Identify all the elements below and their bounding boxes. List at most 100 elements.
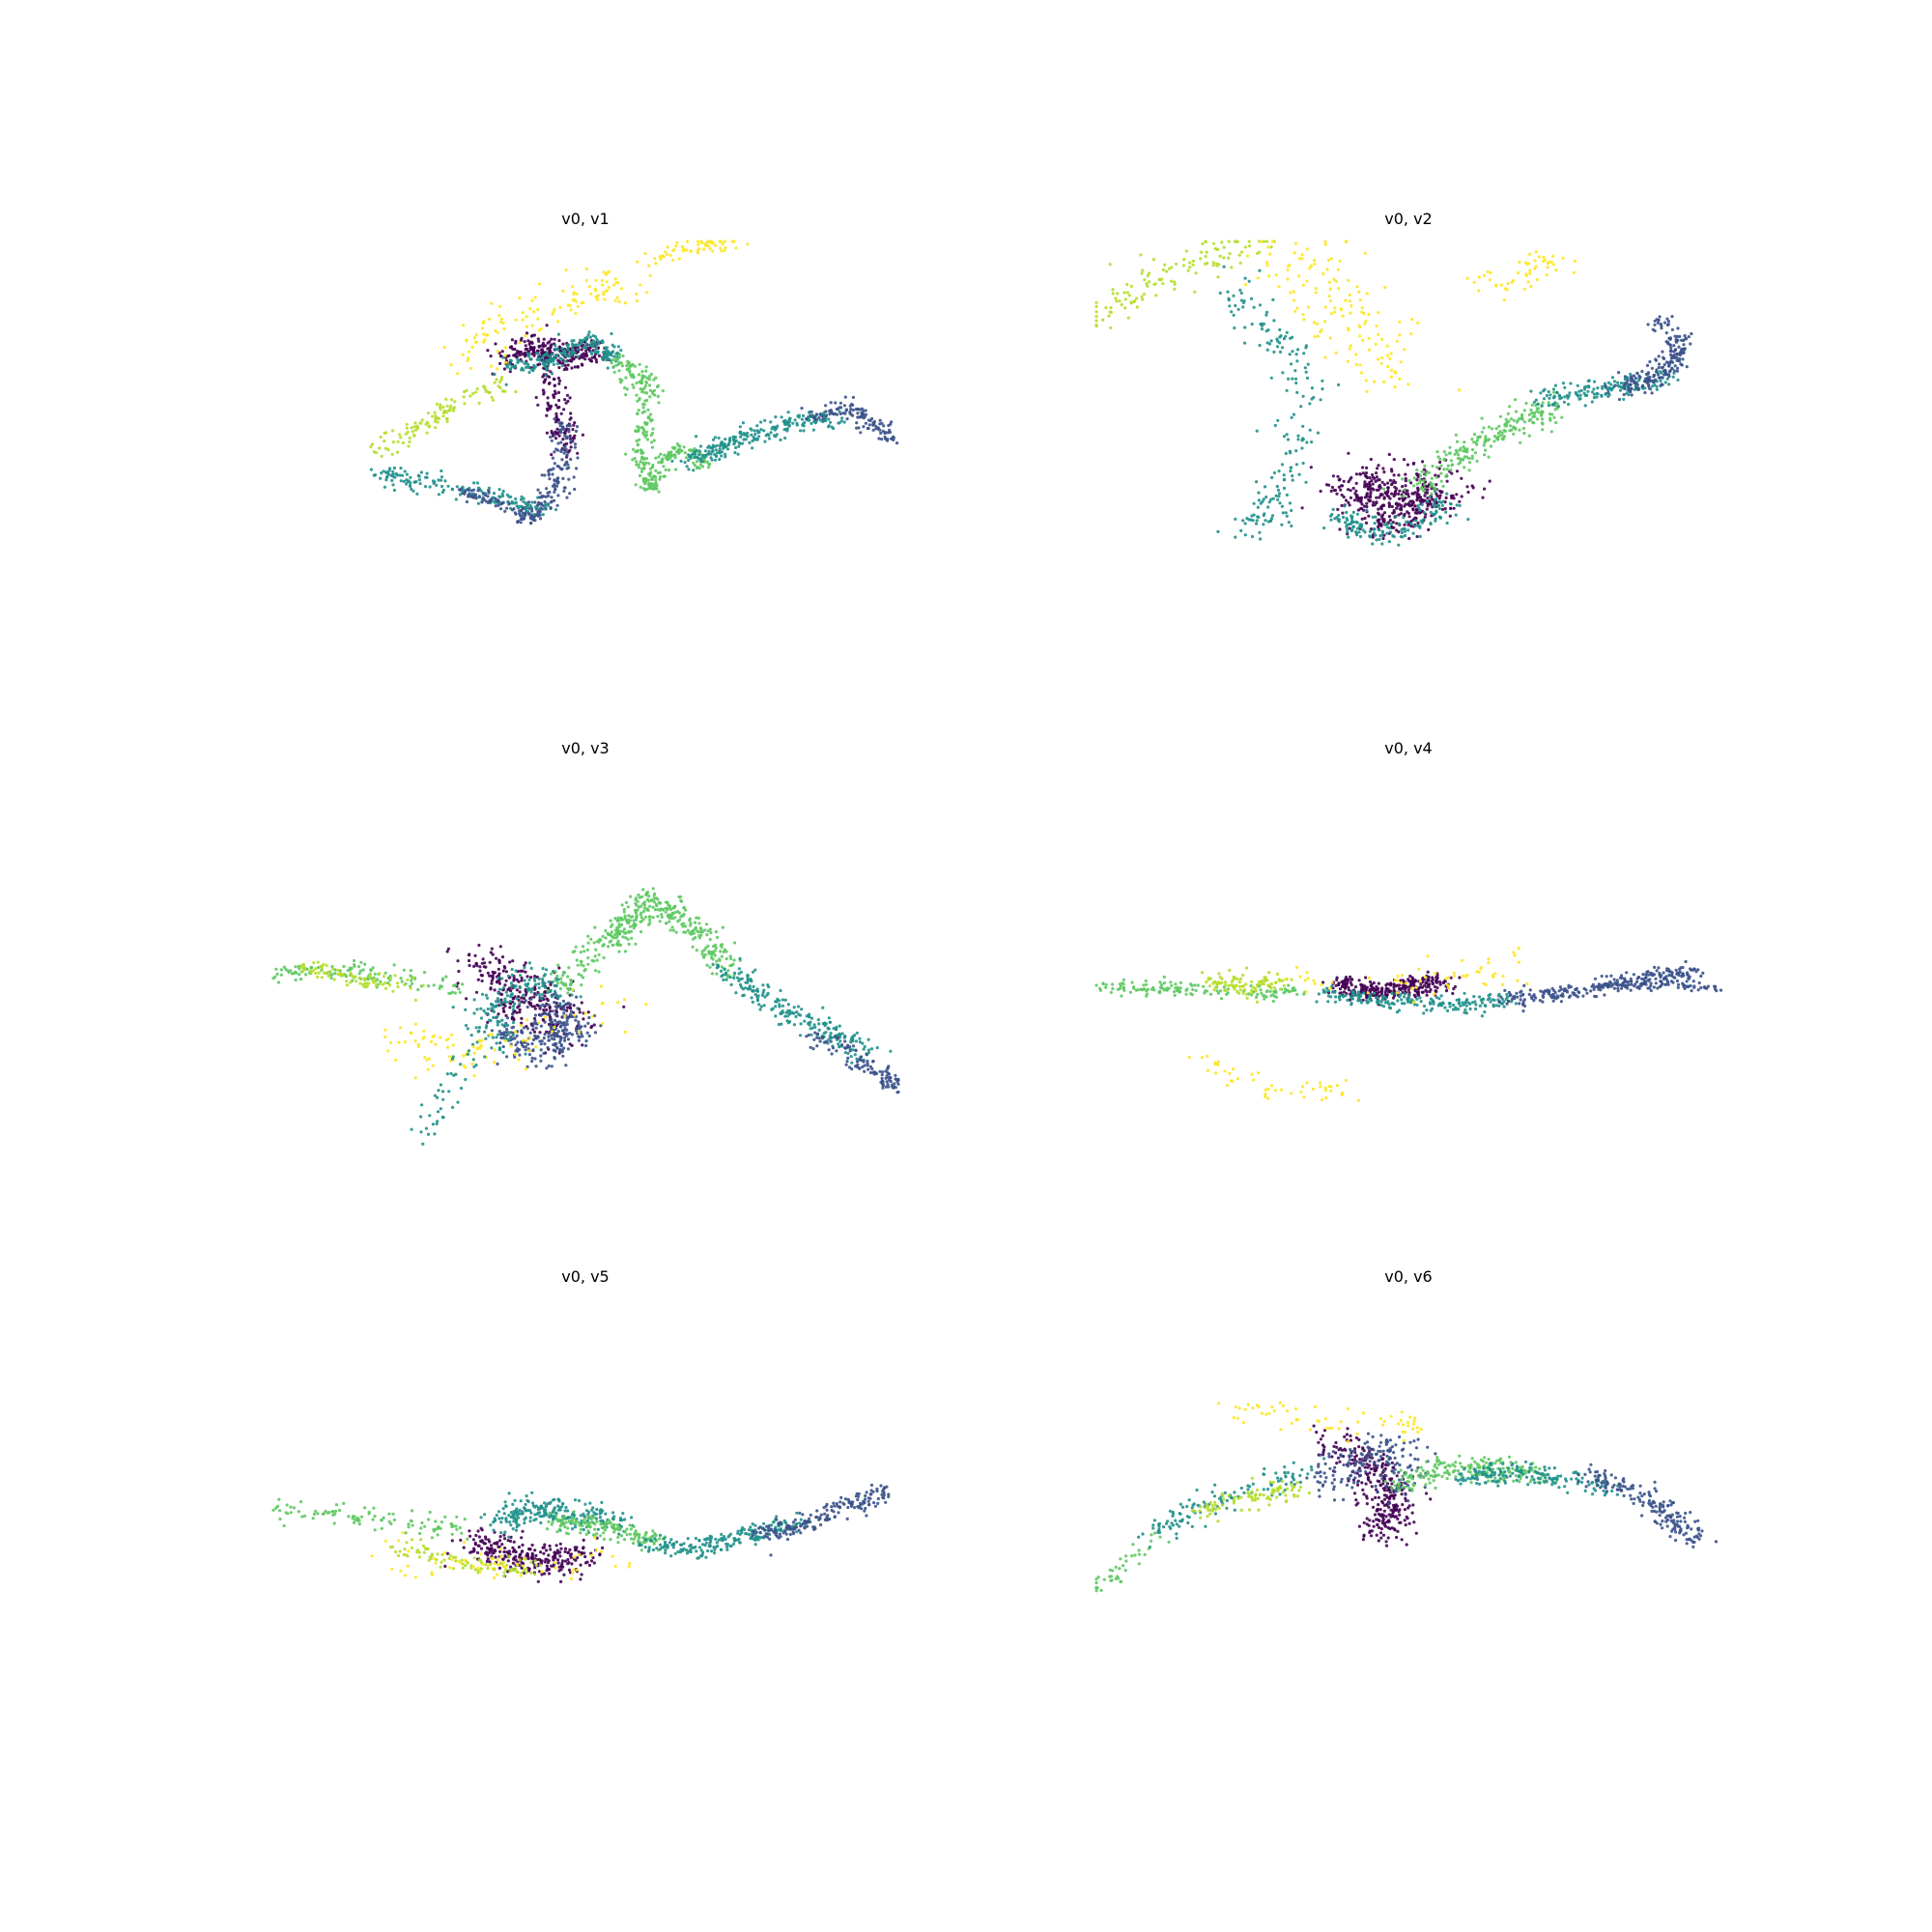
scatter-point: [558, 987, 563, 991]
scatter-point: [543, 990, 547, 994]
scatter-point: [568, 303, 572, 307]
scatter-point: [644, 480, 648, 484]
scatter-point: [753, 992, 757, 997]
scatter-point: [1411, 531, 1415, 535]
scatter-point: [699, 930, 703, 934]
scatter-point: [1668, 337, 1672, 341]
scatter-point: [678, 918, 682, 922]
scatter-point: [1369, 527, 1374, 531]
scatter-point: [1104, 306, 1108, 310]
scatter-point: [677, 895, 681, 899]
scatter-point: [640, 411, 644, 414]
scatter-point: [1313, 334, 1317, 339]
scatter-point: [713, 953, 717, 957]
scatter-point: [594, 347, 598, 351]
scatter-point: [564, 359, 568, 363]
scatter-point: [1269, 517, 1274, 521]
scatter-point: [541, 978, 545, 981]
scatter-point: [1348, 299, 1351, 303]
scatter-point: [557, 345, 561, 349]
scatter-point: [471, 488, 476, 492]
scatter-point: [886, 1066, 890, 1070]
scatter-point: [565, 367, 569, 371]
scatter-point: [623, 914, 627, 918]
scatter-point: [524, 513, 527, 518]
scatter-point: [1687, 335, 1690, 339]
scatter-point: [1182, 258, 1186, 262]
scatter-point: [567, 477, 571, 481]
scatter-point: [572, 357, 576, 361]
scatter-point: [440, 484, 444, 489]
scatter-point: [1601, 384, 1605, 388]
scatter-point: [1388, 530, 1392, 534]
scatter-point: [664, 910, 668, 914]
scatter-point: [720, 450, 724, 454]
scatter-point: [867, 1048, 871, 1052]
scatter-point: [1135, 297, 1139, 300]
scatter-point: [1255, 519, 1259, 523]
scatter-point: [1466, 518, 1470, 522]
scatter-point: [524, 501, 528, 505]
scatter-point: [1324, 483, 1329, 487]
scatter-point: [1288, 263, 1292, 267]
scatter-point: [554, 430, 557, 434]
scatter-point: [711, 249, 715, 253]
scatter-point: [843, 1039, 847, 1043]
scatter-point: [1440, 507, 1445, 512]
scatter-point: [1554, 420, 1558, 425]
scatter-point: [865, 1053, 869, 1057]
scatter-point: [384, 478, 388, 482]
scatter-point: [723, 248, 726, 252]
scatter-point: [644, 476, 648, 481]
scatter-point: [732, 436, 736, 440]
scatter-point: [534, 1026, 538, 1030]
scatter-point: [399, 479, 403, 483]
scatter-point: [1216, 529, 1220, 534]
scatter-point: [1346, 530, 1350, 534]
scatter-point: [1161, 282, 1165, 286]
scatter-point: [1294, 463, 1298, 467]
scatter-point: [602, 270, 606, 274]
scatter-point: [1483, 487, 1487, 491]
scatter-point: [1337, 485, 1341, 489]
scatter-point: [1395, 339, 1399, 343]
scatter-point: [524, 1045, 528, 1049]
scatter-point: [1482, 426, 1486, 430]
scatter-point: [671, 906, 675, 910]
scatter-point: [1336, 474, 1340, 478]
scatter-point: [1173, 287, 1177, 291]
scatter-point: [1522, 420, 1527, 424]
scatter-point: [1218, 291, 1222, 295]
scatter-point: [390, 429, 395, 433]
scatter-point: [524, 344, 527, 348]
scatter-point: [501, 355, 505, 359]
scatter-point: [545, 324, 549, 327]
scatter-point: [1123, 298, 1127, 301]
scatter-point: [645, 892, 649, 895]
scatter-point: [559, 448, 564, 452]
scatter-point: [1648, 359, 1652, 364]
scatter-point: [827, 417, 831, 421]
scatter-point: [514, 984, 518, 988]
scatter-point: [1404, 472, 1407, 476]
scatter-point: [1382, 487, 1386, 491]
scatter-point: [437, 416, 440, 420]
scatter-point: [500, 317, 504, 321]
scatter-point: [551, 1020, 554, 1024]
scatter-point: [379, 435, 383, 440]
scatter-point: [1446, 464, 1450, 468]
scatter-point: [504, 990, 508, 994]
scatter-point: [503, 346, 508, 350]
scatter-point: [1359, 371, 1364, 375]
scatter-point: [1645, 363, 1650, 367]
scatter-point: [1411, 500, 1415, 505]
scatter-point: [800, 407, 804, 411]
scatter-point: [1465, 485, 1469, 489]
scatter-point: [1423, 464, 1427, 468]
scatter-point: [1327, 280, 1331, 284]
scatter-point: [1188, 266, 1192, 270]
scatter-point: [1670, 366, 1674, 370]
scatter-point: [1268, 252, 1272, 256]
scatter-point: [570, 347, 575, 351]
scatter-point: [668, 920, 671, 923]
